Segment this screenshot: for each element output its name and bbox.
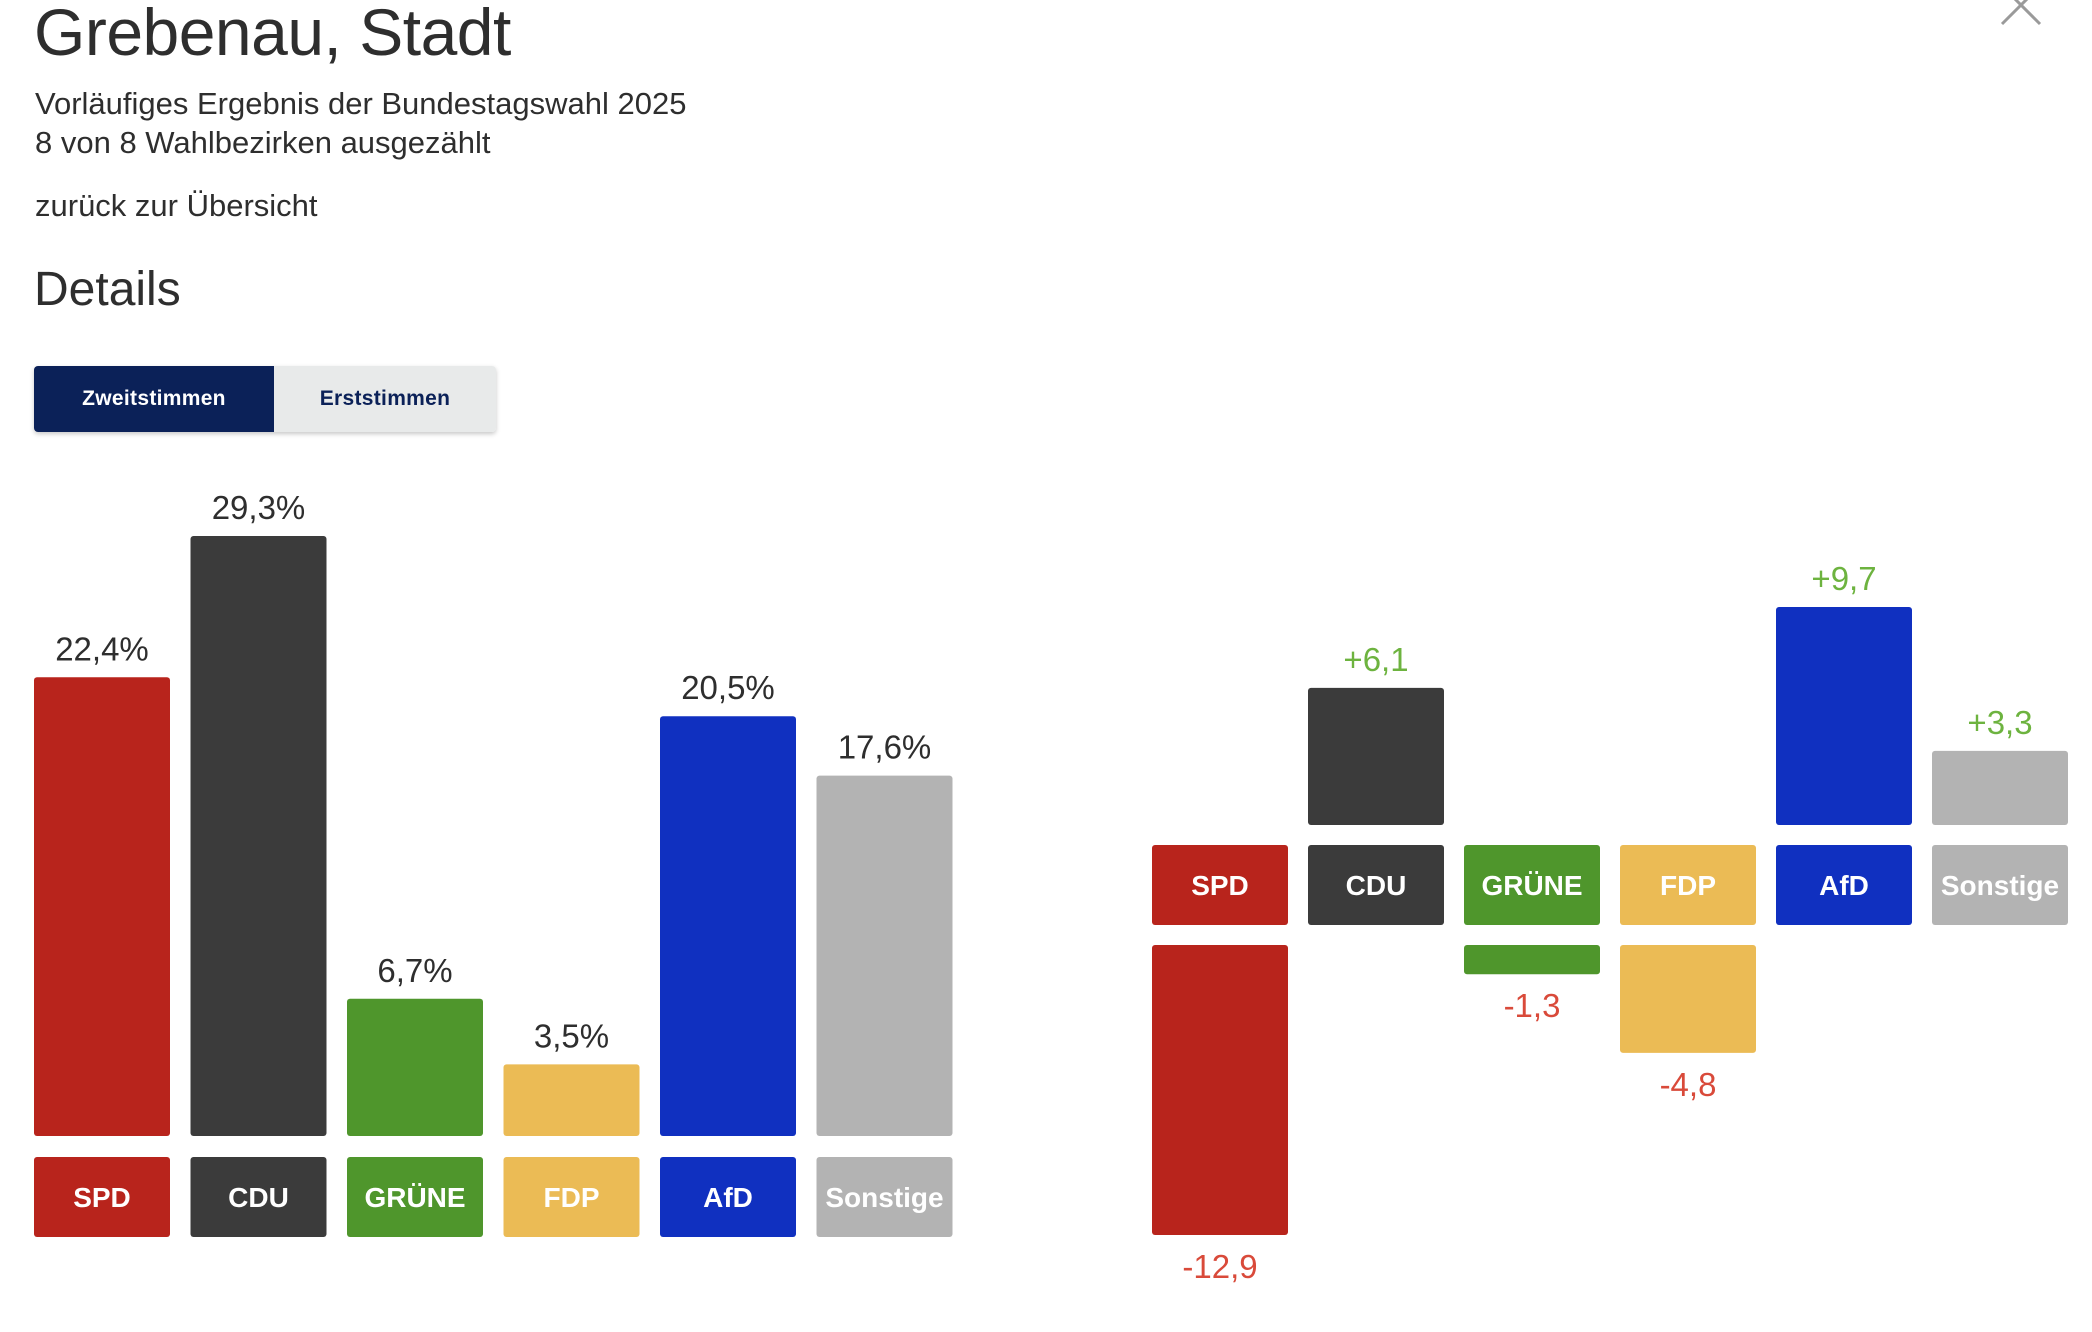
- change-value-label: +9,7: [1811, 560, 1876, 597]
- vote-share-bar-spd: [34, 677, 170, 1136]
- vote-share-value-label: 3,5%: [534, 1017, 609, 1054]
- change-value-label: -1,3: [1504, 987, 1561, 1024]
- vote-share-value-label: 6,7%: [377, 952, 452, 989]
- change-value-label: -4,8: [1660, 1066, 1717, 1103]
- vote-share-bar-sonstige: [816, 775, 953, 1136]
- counting-status: 8 von 8 Wahlbezirken ausgezählt: [35, 125, 491, 160]
- vote-share-value-label: 22,4%: [55, 630, 149, 667]
- party-label: GRÜNE: [1481, 870, 1582, 901]
- party-box-fdp: [503, 1157, 640, 1237]
- party-label: FDP: [544, 1182, 600, 1213]
- change-party-box-cdu: [1308, 845, 1444, 925]
- vote-share-value-label: 29,3%: [212, 489, 306, 526]
- change-party-box-gruene: [1464, 845, 1600, 925]
- change-party-box-afd: [1776, 845, 1912, 925]
- vote-share-value-label: 20,5%: [681, 669, 775, 706]
- vote-share-bar-cdu: [190, 536, 327, 1136]
- party-label: SPD: [1191, 870, 1249, 901]
- change-value-label: -12,9: [1182, 1248, 1257, 1285]
- party-box-spd: [34, 1157, 170, 1237]
- party-box-gruene: [347, 1157, 483, 1237]
- change-bar-gruene: [1464, 945, 1600, 975]
- vote-share-bar-afd: [660, 716, 796, 1136]
- party-label: Sonstige: [1941, 870, 2059, 901]
- vote-type-tabs: Zweitstimmen Erststimmen: [34, 366, 496, 432]
- change-bar-afd: [1776, 606, 1912, 825]
- change-value-label: +6,1: [1343, 641, 1408, 678]
- vote-share-value-label: 17,6%: [838, 729, 932, 766]
- change-bar-spd: [1152, 945, 1288, 1235]
- party-label: GRÜNE: [364, 1182, 465, 1213]
- party-label: FDP: [1660, 870, 1716, 901]
- vote-share-bar-gruene: [347, 998, 483, 1136]
- details-heading: Details: [34, 263, 181, 316]
- party-label: AfD: [703, 1182, 753, 1213]
- change-bar-sonstige: [1932, 750, 2068, 825]
- change-value-label: +3,3: [1967, 704, 2032, 741]
- change-party-box-fdp: [1620, 845, 1756, 925]
- party-box-sonstige: [816, 1157, 953, 1237]
- page-subtitle: Vorläufiges Ergebnis der Bundestagswahl …: [35, 84, 686, 162]
- party-label: AfD: [1819, 870, 1869, 901]
- party-label: CDU: [228, 1182, 289, 1213]
- party-box-afd: [660, 1157, 796, 1237]
- party-label: Sonstige: [825, 1182, 943, 1213]
- party-label: SPD: [73, 1182, 131, 1213]
- party-label: CDU: [1346, 870, 1407, 901]
- change-bar-fdp: [1620, 945, 1756, 1053]
- close-icon[interactable]: [2000, 0, 2042, 26]
- tab-zweitstimmen[interactable]: Zweitstimmen: [34, 366, 274, 432]
- vote-share-bar-fdp: [503, 1064, 640, 1136]
- election-title: Vorläufiges Ergebnis der Bundestagswahl …: [35, 86, 687, 121]
- page-title: Grebenau, Stadt: [34, 0, 511, 69]
- change-bar-cdu: [1308, 687, 1444, 825]
- change-party-box-sonstige: [1932, 845, 2068, 925]
- party-box-cdu: [190, 1157, 327, 1237]
- back-to-overview-link[interactable]: zurück zur Übersicht: [35, 188, 318, 223]
- change-party-box-spd: [1152, 845, 1288, 925]
- tab-erststimmen[interactable]: Erststimmen: [274, 366, 496, 432]
